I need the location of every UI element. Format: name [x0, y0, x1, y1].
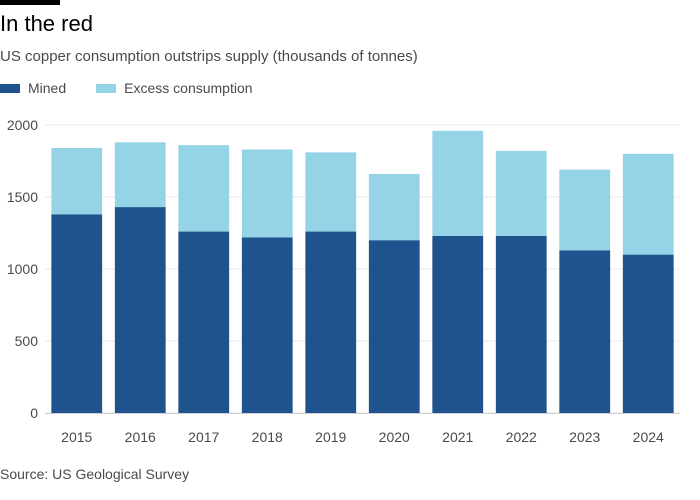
bar-excess — [114, 142, 166, 208]
bar-excess — [559, 169, 611, 251]
legend-swatch-excess — [96, 83, 117, 93]
bar-mined — [622, 254, 674, 413]
legend-label-mined: Mined — [28, 80, 67, 96]
x-tick-label: 2015 — [61, 429, 92, 445]
bar-mined — [305, 231, 357, 413]
bar-mined — [178, 231, 230, 413]
legend-item-mined: Mined — [0, 80, 66, 96]
y-tick-label: 2000 — [7, 117, 38, 133]
bar-mined — [241, 237, 293, 413]
x-tick-label: 2016 — [125, 429, 156, 445]
bar-excess — [241, 149, 293, 238]
x-tick-label: 2021 — [442, 429, 473, 445]
legend-item-excess: Excess consumption — [96, 80, 253, 96]
bar-mined — [495, 235, 547, 413]
y-tick-label: 500 — [15, 333, 39, 349]
y-tick-label: 1000 — [7, 261, 38, 277]
chart-subtitle: US copper consumption outstrips supply (… — [0, 48, 418, 65]
bar-excess — [51, 148, 103, 215]
bar-excess — [368, 173, 420, 241]
legend-swatch-mined — [0, 83, 20, 93]
bar-excess — [622, 153, 674, 255]
bar-mined — [559, 250, 611, 413]
x-tick-label: 2017 — [188, 429, 219, 445]
x-tick-label: 2022 — [506, 429, 537, 445]
bar-mined — [432, 235, 484, 413]
top-rule — [0, 0, 60, 5]
bar-mined — [114, 207, 166, 413]
bar-excess — [178, 145, 230, 232]
bar-excess — [432, 130, 484, 236]
x-tick-label: 2024 — [633, 429, 664, 445]
x-tick-label: 2019 — [315, 429, 346, 445]
chart-title: In the red — [0, 11, 93, 36]
legend: Mined Excess consumption — [0, 78, 253, 98]
y-tick-label: 1500 — [7, 189, 38, 205]
bar-mined — [368, 240, 420, 413]
bar-excess — [305, 152, 357, 232]
bar-excess — [495, 150, 547, 236]
x-tick-label: 2023 — [569, 429, 600, 445]
bar-mined — [51, 214, 103, 413]
y-tick-label: 0 — [30, 405, 38, 421]
legend-label-excess: Excess consumption — [124, 80, 253, 96]
x-tick-label: 2020 — [379, 429, 410, 445]
x-tick-label: 2018 — [252, 429, 283, 445]
source-note: Source: US Geological Survey — [0, 466, 190, 482]
